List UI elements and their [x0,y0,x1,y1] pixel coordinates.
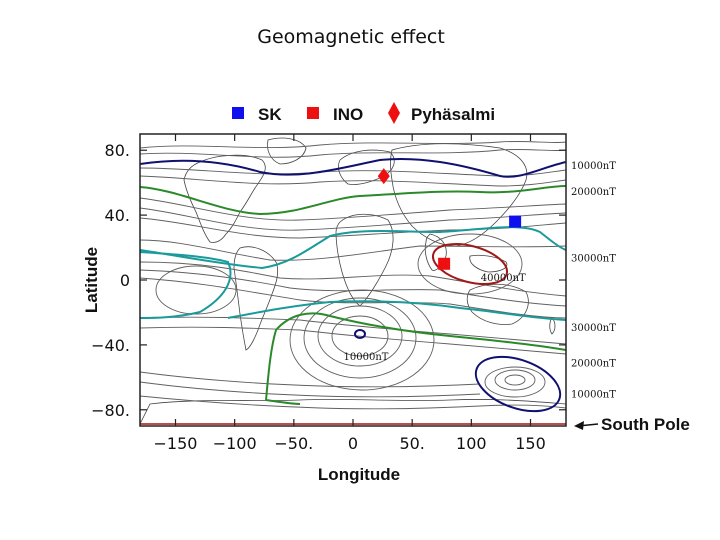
legend-marker-pyhasalmi [388,102,400,124]
x-tick-label: 50. [399,434,424,453]
x-tick-label: 150 [515,434,546,453]
contour-20000nt-north [140,185,566,216]
grey-contour-s1 [140,316,566,345]
contour-10000nt-south-pole [474,355,562,413]
site-markers [377,168,522,270]
site-marker-ino [438,257,451,270]
contour-label: 30000nT [571,323,616,334]
legend-label-sk: SK [258,105,282,124]
coast-asia [390,143,528,247]
coast-north-america [183,154,266,243]
x-axis-ticks: −150 −100 −50. 0 50. 100 150 [154,134,546,453]
grey-contour-c1 [140,261,566,297]
contour-label: 10000nT [571,390,616,401]
grey-contour-c2 [140,269,566,307]
y-tick-label: 0 [120,271,130,290]
coast-greenland [267,137,307,165]
grey-contours [140,140,566,410]
south-pole-annotation: South Pole [574,415,690,434]
grey-contour-s3 [140,371,481,388]
x-tick-label: 100 [456,434,487,453]
contour-labels: 10000nT 20000nT 30000nT 30000nT 20000nT 10000… [344,161,617,401]
coast-se-asia [469,254,508,273]
x-tick-label: −50. [274,434,313,453]
coast-india [424,233,447,271]
saa-ring-1 [331,315,389,357]
contour-10000nt-north [140,157,566,178]
grey-contour-n5 [140,197,566,221]
contour-label: 20000nT [571,359,616,370]
coast-antarctica [140,399,566,425]
site-marker-pyhsalmi [377,168,390,185]
legend-label-ino: INO [333,105,363,124]
contour-10000nt-saa [354,329,366,339]
x-axis-label: Longitude [318,465,400,484]
y-tick-label: 80. [105,141,130,160]
x-tick-label: 0 [348,434,358,453]
grey-contour-n2 [140,148,566,158]
pole-ring-3 [484,366,546,398]
grey-contour-n1 [140,140,566,149]
contour-label: 40000nT [481,273,526,284]
legend: SK INO Pyhäsalmi [232,102,495,124]
contour-label: 30000nT [571,253,616,264]
south-pole-arrow-head [574,421,584,430]
x-tick-label: −150 [154,434,198,453]
contour-30000nt-west-loop [140,251,232,319]
slide-title: Geomagnetic effect [257,26,445,48]
contour-30000nt-north [140,226,566,270]
contour-label: 10000nT [344,352,389,363]
south-pole-label: South Pole [601,415,690,434]
contour-label: 20000nT [571,187,616,198]
y-tick-label: 40. [105,206,130,225]
saa-ring-2 [317,305,403,367]
grey-contour-s4 [140,381,481,398]
grey-contour-s5 [140,395,566,410]
contour-20000nt-south [265,312,566,401]
asia-ring [417,233,523,295]
y-tick-label: −40. [91,336,130,355]
grey-contour-n8 [140,239,566,261]
pacific-ring [155,265,237,315]
y-axis-ticks: 80. 40. 0 −40. −80. [91,141,566,420]
saa-ring-4 [289,289,435,391]
site-marker-sk [509,215,522,228]
coastlines [140,137,566,425]
y-axis-label: Latitude [82,247,101,313]
pole-ring-2 [494,369,536,391]
legend-marker-ino [307,107,319,119]
saa-ring-3 [303,297,417,379]
legend-marker-sk [232,107,244,119]
contour-40000nt [432,243,508,285]
legend-label-pyhasalmi: Pyhäsalmi [411,105,495,124]
contour-label: 10000nT [571,161,616,172]
coast-new-zealand [549,317,556,335]
x-tick-label: −100 [213,434,257,453]
grey-contour-c3 [140,277,566,319]
grey-contour-n4 [140,175,566,187]
contour-20000nt-south-tail [265,399,301,405]
contour-30000nt-south [227,300,566,321]
y-tick-label: −80. [91,401,130,420]
pole-ring-1 [504,374,526,386]
coast-australia [466,283,529,325]
